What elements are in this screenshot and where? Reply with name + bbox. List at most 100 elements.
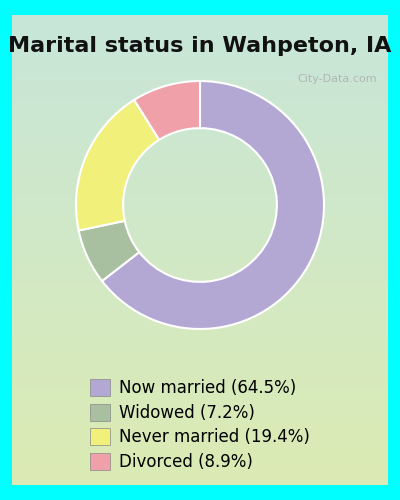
Bar [12, 288, 388, 292]
Bar [12, 400, 388, 405]
Bar [12, 452, 388, 457]
Bar [12, 264, 388, 269]
Bar [12, 386, 388, 391]
Bar [12, 118, 388, 123]
Bar [12, 448, 388, 452]
Bar [12, 405, 388, 410]
Bar [12, 90, 388, 95]
Bar [12, 344, 388, 348]
Bar [12, 358, 388, 363]
Wedge shape [79, 221, 139, 281]
Bar [12, 128, 388, 132]
FancyBboxPatch shape [12, 15, 388, 485]
Bar [12, 438, 388, 442]
Bar [12, 236, 388, 240]
Bar [12, 212, 388, 217]
Bar [12, 123, 388, 128]
Bar [12, 194, 388, 198]
Bar [12, 269, 388, 274]
Bar [12, 142, 388, 146]
Bar [12, 334, 388, 340]
Bar [12, 222, 388, 226]
Bar [12, 274, 388, 278]
Bar [12, 137, 388, 142]
Wedge shape [134, 81, 200, 140]
Bar [12, 240, 388, 246]
Bar [12, 29, 388, 34]
Bar [12, 462, 388, 466]
Bar [12, 428, 388, 434]
Bar [12, 20, 388, 24]
Bar [12, 377, 388, 382]
Bar [12, 38, 388, 43]
Bar [12, 396, 388, 400]
Bar [12, 152, 388, 156]
Bar [12, 198, 388, 203]
Bar [12, 330, 388, 334]
Bar [12, 208, 388, 212]
Bar [12, 382, 388, 386]
Bar [12, 442, 388, 448]
Bar [12, 419, 388, 424]
Bar [12, 297, 388, 302]
Bar [12, 66, 388, 71]
Bar [12, 476, 388, 480]
Bar [12, 146, 388, 152]
Bar [12, 100, 388, 104]
Bar [12, 48, 388, 52]
Bar [12, 254, 388, 260]
Bar [12, 184, 388, 189]
Bar [12, 311, 388, 316]
Bar [12, 156, 388, 160]
Bar [12, 62, 388, 66]
Bar [12, 203, 388, 207]
Bar [12, 95, 388, 100]
Bar [12, 24, 388, 29]
Bar [12, 340, 388, 344]
Bar [12, 457, 388, 462]
Bar [12, 15, 388, 20]
Bar [12, 246, 388, 250]
Text: City-Data.com: City-Data.com [297, 74, 377, 84]
Bar [12, 170, 388, 175]
Bar [12, 306, 388, 311]
Wedge shape [102, 81, 324, 329]
Bar [12, 292, 388, 297]
Bar [12, 189, 388, 194]
Bar [12, 250, 388, 254]
Bar [12, 166, 388, 170]
Bar [12, 52, 388, 58]
Bar [12, 58, 388, 62]
Bar [12, 316, 388, 320]
Bar [12, 43, 388, 48]
Bar [12, 368, 388, 372]
Bar [12, 466, 388, 471]
Bar [12, 217, 388, 222]
Legend: Now married (64.5%), Widowed (7.2%), Never married (19.4%), Divorced (8.9%): Now married (64.5%), Widowed (7.2%), Nev… [84, 372, 316, 478]
Bar [12, 34, 388, 38]
Bar [12, 180, 388, 184]
Bar [12, 434, 388, 438]
Bar [12, 283, 388, 288]
Bar [12, 132, 388, 137]
Bar [12, 391, 388, 396]
Bar [12, 363, 388, 368]
Bar [12, 160, 388, 166]
Text: Marital status in Wahpeton, IA: Marital status in Wahpeton, IA [8, 36, 392, 56]
Bar [12, 104, 388, 109]
Bar [12, 76, 388, 81]
Bar [12, 278, 388, 283]
Bar [12, 109, 388, 114]
Bar [12, 480, 388, 485]
Bar [12, 471, 388, 476]
Bar [12, 410, 388, 414]
Bar [12, 72, 388, 76]
Bar [12, 81, 388, 86]
Wedge shape [76, 100, 159, 230]
Bar [12, 260, 388, 264]
Bar [12, 320, 388, 325]
Bar [12, 302, 388, 306]
Bar [12, 226, 388, 231]
Bar [12, 348, 388, 354]
Bar [12, 354, 388, 358]
